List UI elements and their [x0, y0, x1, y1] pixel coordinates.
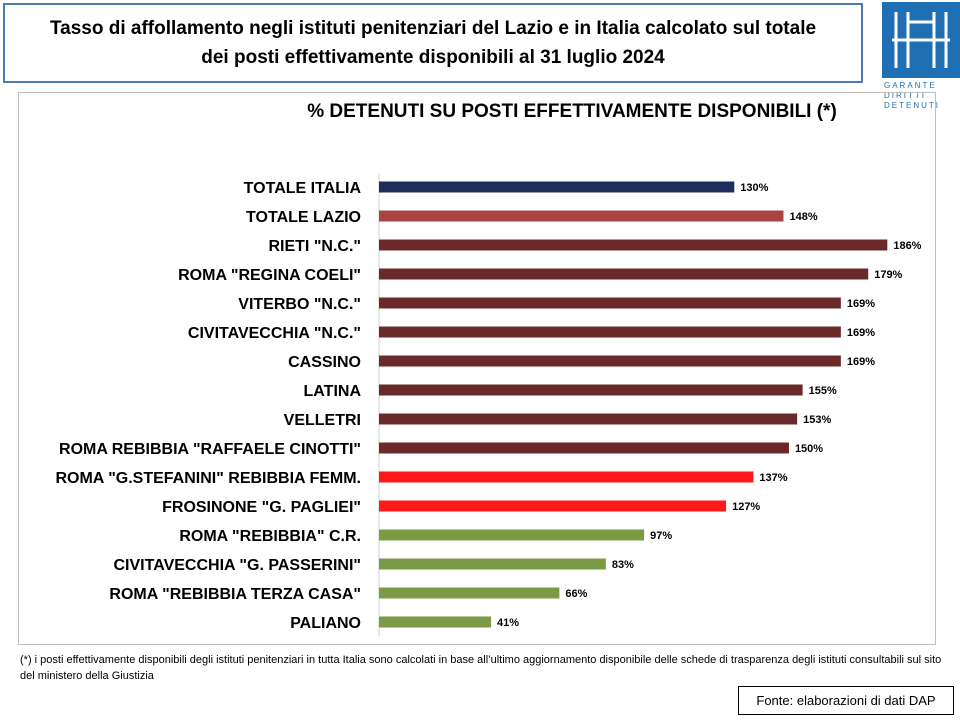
value-label: 179% [874, 269, 902, 281]
value-label: 83% [612, 559, 634, 571]
category-label: ROMA "REBIBBIA TERZA CASA" [109, 586, 361, 603]
bar [379, 326, 841, 338]
category-label: RIETI "N.C." [268, 238, 361, 255]
bar [379, 413, 798, 425]
value-label: 155% [809, 385, 837, 397]
svg-text:GARANTE: GARANTE [884, 81, 937, 90]
bar [379, 587, 560, 599]
category-label: CIVITAVECCHIA "G. PASSERINI" [114, 557, 362, 574]
bar [379, 181, 735, 193]
category-label: TOTALE LAZIO [246, 209, 361, 226]
footnote: (*) i posti effettivamente disponibili d… [20, 654, 942, 682]
bar [379, 558, 606, 570]
value-label: 186% [893, 240, 921, 252]
value-label: 148% [789, 211, 817, 223]
category-label: ROMA "REGINA COELI" [178, 267, 361, 284]
category-label: ROMA REBIBBIA "RAFFAELE CINOTTI" [59, 441, 361, 458]
bar [379, 442, 789, 454]
value-label: 127% [732, 501, 760, 513]
category-label: ROMA "REBIBBIA" C.R. [179, 528, 361, 545]
garante-logo: GARANTE DIRITTI DETENUTI [882, 2, 960, 110]
value-label: 137% [759, 472, 787, 484]
value-label: 41% [497, 617, 519, 629]
category-label: LATINA [304, 383, 362, 400]
bar [379, 384, 803, 396]
source-note: Fonte: elaborazioni di dati DAP [738, 686, 954, 715]
category-label: PALIANO [290, 615, 361, 632]
bar [379, 268, 869, 280]
category-label: CIVITAVECCHIA "N.C." [188, 325, 361, 342]
page-title-line-2: dei posti effettivamente disponibili al … [201, 47, 665, 68]
category-label: TOTALE ITALIA [244, 180, 362, 197]
bar [379, 239, 888, 251]
category-label: VITERBO "N.C." [238, 296, 361, 313]
value-label: 130% [740, 182, 768, 194]
chart-frame: % DETENUTI SU POSTI EFFETTIVAMENTE DISPO… [18, 92, 936, 645]
category-label: ROMA "G.STEFANINI" REBIBBIA FEMM. [55, 470, 361, 487]
category-label: VELLETRI [284, 412, 361, 429]
bar [379, 500, 727, 512]
chart-title: % DETENUTI SU POSTI EFFETTIVAMENTE DISPO… [307, 101, 837, 122]
bar [379, 210, 784, 222]
value-label: 66% [565, 588, 587, 600]
bar [379, 355, 841, 367]
category-label: CASSINO [288, 354, 361, 371]
category-label: FROSINONE "G. PAGLIEI" [162, 499, 361, 516]
value-label: 169% [847, 298, 875, 310]
svg-text:DETENUTI: DETENUTI [884, 101, 940, 110]
value-label: 150% [795, 443, 823, 455]
bar [379, 297, 841, 309]
value-label: 97% [650, 530, 672, 542]
bar [379, 616, 492, 628]
value-label: 153% [803, 414, 831, 426]
page-title-line-1: Tasso di affollamento negli istituti pen… [49, 18, 817, 39]
value-label: 169% [847, 356, 875, 368]
bar [379, 529, 645, 541]
bar [379, 471, 754, 483]
value-label: 169% [847, 327, 875, 339]
title-box: Tasso di affollamento negli istituti pen… [3, 3, 863, 83]
svg-text:DIRITTI: DIRITTI [884, 91, 926, 100]
